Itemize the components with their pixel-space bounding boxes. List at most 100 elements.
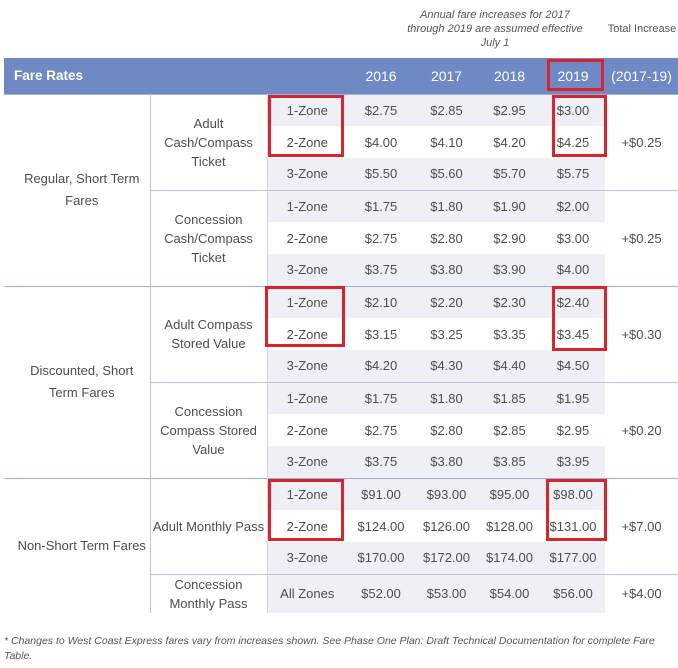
- zone-label: 3-Zone: [267, 446, 348, 478]
- fare-value-cell: $3.85: [478, 446, 542, 478]
- zone-label: 3-Zone: [267, 542, 348, 574]
- fare-value-cell: $2.75: [364, 422, 398, 438]
- fare-value-cell: $1.80: [415, 381, 479, 414]
- fare-value-cell: $2.85: [493, 422, 526, 438]
- fare-value-cell: $5.70: [478, 158, 542, 190]
- fare-category-label: Non-Short Term Fares: [4, 477, 151, 613]
- zone-label: 1-Zone: [267, 189, 348, 222]
- fare-value-cell: $3.80: [415, 446, 479, 478]
- fare-value-cell: $2.00: [541, 189, 606, 222]
- fare-group-label: Adult Cash/Compass Ticket: [150, 93, 268, 190]
- total-increase-cell: +$0.30: [605, 285, 678, 382]
- fare-value-cell: $3.00: [541, 93, 606, 126]
- zone-label: 3-Zone: [267, 350, 348, 382]
- fare-value-cell: $2.20: [415, 285, 479, 318]
- zone-label: 3-Zone: [267, 254, 348, 286]
- table-row: 2-Zone $124.00 $126.00 $128.00 $131.00: [4, 510, 678, 542]
- fare-value-cell: $124.00: [357, 518, 405, 534]
- fare-value-cell: $2.80: [430, 422, 463, 438]
- zone-label: 1-Zone: [267, 93, 348, 126]
- fare-value-cell: $3.95: [541, 446, 606, 478]
- fare-value-cell: $3.25: [430, 326, 463, 342]
- fare-value-cell: $93.00: [415, 477, 479, 510]
- fare-value-cell: $56.00: [541, 573, 606, 613]
- fare-value-cell: $126.00: [423, 518, 471, 534]
- fare-group-label: Concession Compass Stored Value: [150, 381, 268, 478]
- fare-value-cell: $131.00: [549, 518, 597, 534]
- column-header-fare-rates: Fare Rates: [4, 58, 348, 94]
- table-row: Non-Short Term Fares Adult Monthly Pass 1-…: [4, 477, 678, 613]
- fare-value-cell: $2.85: [415, 93, 479, 126]
- table-row: Discounted, Short Term Fares Adult Compas…: [4, 285, 678, 478]
- fare-group-label: Adult Monthly Pass: [150, 477, 268, 574]
- fare-value-cell: $170.00: [347, 542, 416, 574]
- fare-value-cell: $54.00: [478, 573, 542, 613]
- footnote: * Changes to West Coast Express fares va…: [4, 635, 655, 662]
- fare-value-cell: $3.15: [364, 326, 398, 342]
- fare-value-cell: $4.00: [364, 134, 398, 150]
- fare-value-cell: $3.75: [347, 446, 416, 478]
- fare-value-cell: $4.10: [430, 134, 463, 150]
- table-row: 2-Zone $2.75 $2.80 $2.90 $3.00: [4, 222, 678, 254]
- total-increase-cell: +$7.00: [605, 477, 678, 574]
- fare-value-cell: $1.75: [347, 189, 416, 222]
- fare-value-cell: $4.25: [556, 134, 590, 150]
- total-increase-cell: +$0.20: [605, 381, 678, 478]
- fare-value-cell: $98.00: [541, 477, 606, 510]
- total-increase-cell: +$4.00: [605, 573, 678, 613]
- header-note: Annual fare increases for 2017 through 2…: [407, 9, 583, 49]
- table-row: 3-Zone $170.00 $172.00 $174.00 $177.00: [4, 542, 678, 574]
- fare-value-cell: $2.30: [478, 285, 542, 318]
- table-row: Regular, Short Term Fares Adult Cash/Comp…: [4, 93, 678, 286]
- fare-value-cell: $172.00: [415, 542, 479, 574]
- fare-table-body: Regular, Short Term Fares Adult Cash/Comp…: [4, 93, 678, 613]
- table-row: Concession Compass Stored Value 1-Zone $1.…: [4, 381, 678, 478]
- zone-label: 2-Zone: [286, 518, 328, 534]
- table-row: 3-Zone $3.75 $3.80 $3.90 $4.00: [4, 254, 678, 286]
- fare-value-cell: $95.00: [478, 477, 542, 510]
- fare-value-cell: $2.75: [364, 230, 398, 246]
- fare-value-cell: $3.80: [415, 254, 479, 286]
- fare-value-cell: $1.95: [541, 381, 606, 414]
- fare-value-cell: $52.00: [347, 573, 416, 613]
- column-header-2017: 2017: [415, 58, 479, 94]
- fare-value-cell: $3.90: [478, 254, 542, 286]
- zone-label: 1-Zone: [267, 285, 348, 318]
- table-row: 2-Zone $3.15 $3.25 $3.35 $3.45: [4, 318, 678, 350]
- zone-label: 1-Zone: [267, 381, 348, 414]
- total-increase-label: Total Increase: [607, 23, 677, 35]
- fare-value-cell: $3.75: [347, 254, 416, 286]
- fare-value-cell: $53.00: [415, 573, 479, 613]
- fare-value-cell: $4.20: [347, 350, 416, 382]
- fare-value-cell: $1.80: [415, 189, 479, 222]
- fare-value-cell: $2.40: [541, 285, 606, 318]
- fare-value-cell: $4.00: [541, 254, 606, 286]
- zone-label: 3-Zone: [267, 158, 348, 190]
- fare-value-cell: $2.95: [478, 93, 542, 126]
- fare-table: Fare Rates 2016 2017 2018 2019 (2017-19)…: [4, 58, 678, 613]
- table-row: Concession Cash/Compass Ticket 1-Zone $1.7…: [4, 189, 678, 286]
- zone-label: 2-Zone: [286, 422, 328, 438]
- fare-value-cell: $3.35: [493, 326, 526, 342]
- fare-value-cell: $3.00: [556, 230, 590, 246]
- fare-value-cell: $1.75: [347, 381, 416, 414]
- fare-category-label: Regular, Short Term Fares: [4, 93, 151, 286]
- column-header-2016: 2016: [347, 58, 416, 94]
- fare-value-cell: $5.75: [541, 158, 606, 190]
- fare-value-cell: $2.90: [493, 230, 526, 246]
- fare-value-cell: $2.75: [347, 93, 416, 126]
- zone-label: 1-Zone: [267, 477, 348, 510]
- fare-value-cell: $128.00: [486, 518, 534, 534]
- fare-value-cell: $5.50: [347, 158, 416, 190]
- fare-value-cell: $4.30: [415, 350, 479, 382]
- total-increase-cell: +$0.25: [605, 189, 678, 286]
- fare-value-cell: $177.00: [541, 542, 606, 574]
- fare-value-cell: $3.45: [556, 326, 590, 342]
- fare-value-cell: $4.50: [541, 350, 606, 382]
- zone-label: All Zones: [267, 573, 348, 613]
- zone-label: 2-Zone: [286, 230, 328, 246]
- table-row: 3-Zone $5.50 $5.60 $5.70 $5.75: [4, 158, 678, 190]
- total-increase-cell: +$0.25: [605, 93, 678, 190]
- fare-value-cell: $4.20: [493, 134, 526, 150]
- fare-value-cell: $91.00: [347, 477, 416, 510]
